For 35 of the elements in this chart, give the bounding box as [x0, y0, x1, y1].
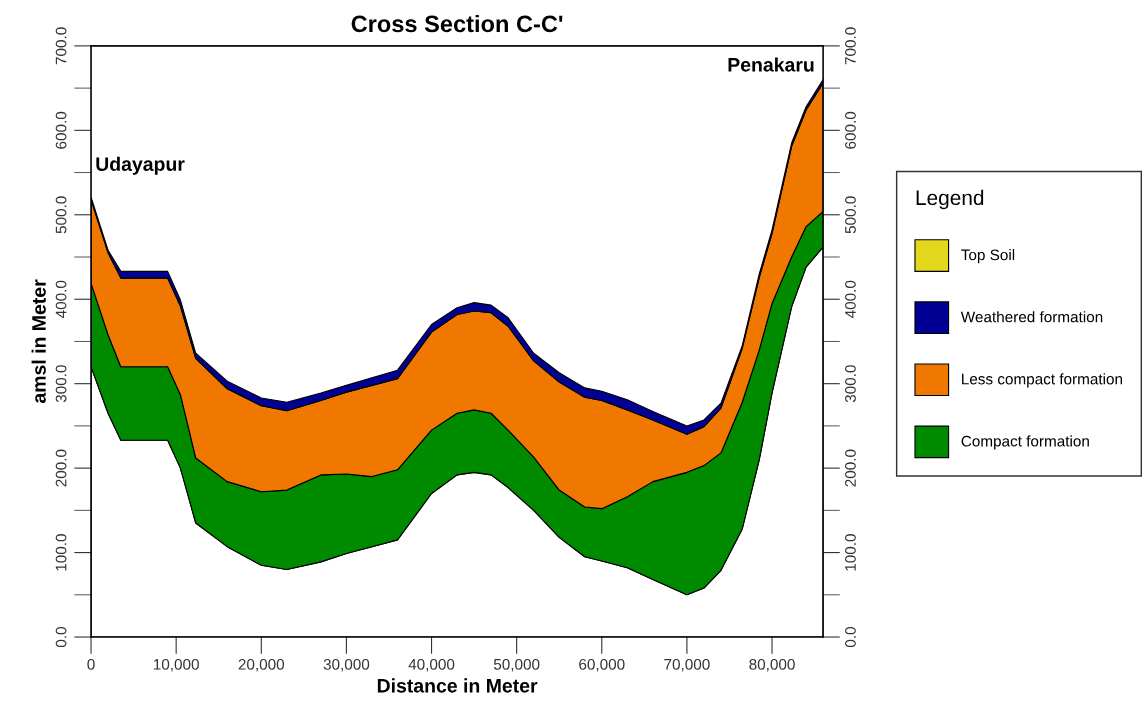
y-axis-title: amsl in Meter — [31, 279, 46, 404]
legend-label: Compact formation — [961, 435, 1089, 450]
y-tick-label: 0.0 — [55, 627, 67, 648]
y-tick-label: 300.0 — [55, 365, 67, 403]
x-tick-label: 0 — [87, 658, 95, 670]
chart-title: Cross Section C-C' — [351, 14, 563, 33]
x-tick-label: 60,000 — [579, 658, 625, 672]
y2-tick-label: 400.0 — [845, 280, 856, 318]
x-axis-title: Distance in Meter — [377, 678, 538, 693]
y2-tick-label: 700.0 — [845, 27, 856, 65]
y2-tick-label: 200.0 — [845, 449, 856, 487]
y-tick-label: 500.0 — [55, 196, 67, 234]
x-tick-label: 80,000 — [749, 658, 795, 672]
annotation: Penakaru — [728, 57, 814, 72]
y-tick-label: 100.0 — [55, 534, 67, 571]
x-tick-label: 10,000 — [153, 658, 199, 672]
y2-tick-label: 500.0 — [845, 196, 856, 234]
y2-tick-label: 0.0 — [845, 627, 856, 648]
y-tick-label: 600.0 — [55, 111, 67, 149]
legend-label: Weathered formation — [960, 311, 1103, 323]
x-tick-label: 50,000 — [493, 658, 540, 672]
legend-label: Top Soil — [961, 249, 1015, 264]
x-tick-label: 70,000 — [664, 658, 710, 672]
y2-tick-label: 300.0 — [845, 365, 856, 403]
y2-tick-label: 600.0 — [845, 111, 856, 149]
legend-title: Legend — [916, 189, 984, 210]
y-tick-label: 400.0 — [55, 280, 67, 318]
x-tick-label: 30,000 — [323, 658, 370, 672]
y-tick-label: 200.0 — [55, 449, 67, 487]
x-tick-label: 20,000 — [238, 658, 285, 672]
y2-tick-label: 100.0 — [845, 534, 856, 571]
x-tick-label: 40,000 — [408, 658, 455, 672]
annotation: Udayapur — [96, 156, 185, 175]
legend-label: Less compact formation — [962, 373, 1122, 388]
y-tick-label: 700.0 — [55, 27, 67, 65]
